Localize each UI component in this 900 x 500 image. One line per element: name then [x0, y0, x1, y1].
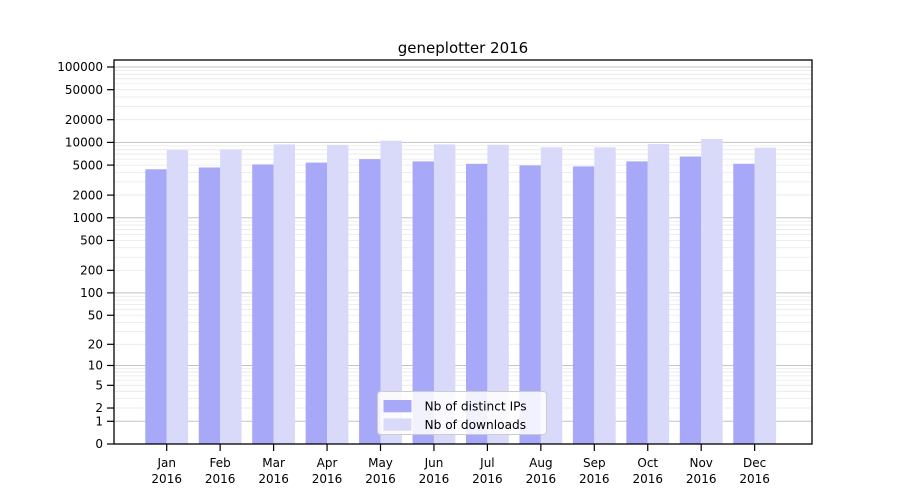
- bar-jun-ips: [412, 161, 434, 444]
- x-tick-label-year: 2016: [365, 472, 396, 486]
- y-tick-label: 5: [95, 379, 103, 393]
- x-tick-label-year: 2016: [419, 472, 450, 486]
- x-tick-label-year: 2016: [312, 472, 343, 486]
- bar-oct-ips: [626, 161, 648, 444]
- legend-swatch-distinct-ips: [383, 400, 412, 413]
- x-axis: Jan 2016 Feb 2016 Mar 2016 Apr 2016 May 2016 Jun 20…: [151, 444, 770, 486]
- bar-aug-ips: [519, 165, 541, 444]
- x-tick-label-year: 2016: [205, 472, 236, 486]
- bar-mar-ips: [252, 164, 274, 444]
- x-tick-label-year: 2016: [526, 472, 557, 486]
- bar-aug-downloads: [540, 147, 563, 444]
- bar-may-downloads: [380, 140, 402, 444]
- bar-feb-downloads: [220, 149, 242, 445]
- legend-box: [377, 391, 547, 435]
- y-axis: 0 12 5 10 20 50 100 200 500 1000 2000 5000 10000 2000…: [57, 60, 114, 451]
- plot-border: [113, 59, 813, 445]
- y-tick-label: 50000: [65, 83, 103, 97]
- x-tick-label-year: 2016: [472, 472, 503, 486]
- x-tick-label-month: Jul: [479, 456, 494, 470]
- legend-swatch-downloads: [383, 418, 412, 431]
- x-tick-label-month: Sep: [583, 456, 606, 470]
- x-tick-label-month: Jun: [424, 456, 444, 470]
- y-tick-label: 2: [95, 401, 103, 415]
- y-tick-label: 200: [80, 264, 103, 278]
- bar-apr-ips: [305, 162, 328, 444]
- legend: Nb of distinct IPs Nb of downloads: [377, 391, 547, 435]
- x-tick-label-month: Aug: [529, 456, 552, 470]
- x-tick-label-month: Oct: [637, 456, 658, 470]
- bar-dec-ips: [733, 163, 755, 444]
- x-tick-label-month: Apr: [317, 456, 338, 470]
- y-tick-label: 500: [80, 234, 103, 248]
- x-tick-label-month: Dec: [743, 456, 766, 470]
- y-tick-label: 1000: [72, 211, 103, 225]
- bar-sep-ips: [572, 166, 595, 444]
- legend-label-downloads: Nb of downloads: [425, 418, 527, 432]
- y-tick-label: 100: [80, 286, 103, 300]
- bar-jan-downloads: [166, 149, 189, 444]
- y-tick-label: 20000: [65, 113, 103, 127]
- y-tick-label: 5000: [72, 158, 103, 172]
- bar-oct-downloads: [647, 144, 670, 445]
- bar-nov-ips: [679, 156, 702, 445]
- x-tick-label-month: May: [368, 456, 393, 470]
- y-tick-label: 2000: [72, 188, 103, 202]
- bar-jul-downloads: [487, 144, 509, 444]
- x-tick-label-year: 2016: [579, 472, 610, 486]
- y-tick-label: 10000: [65, 136, 103, 150]
- legend-label-distinct-ips: Nb of distinct IPs: [425, 399, 527, 413]
- chart-title: geneplotter 2016: [398, 39, 528, 57]
- bar-may-ips: [359, 159, 381, 444]
- bar-jun-downloads: [433, 144, 456, 445]
- y-tick-label: 0: [95, 437, 103, 451]
- x-tick-label-month: Jan: [156, 456, 176, 470]
- x-tick-label-month: Nov: [689, 456, 712, 470]
- bar-feb-ips: [198, 167, 221, 444]
- y-tick-label: 10: [88, 359, 103, 373]
- series-downloads: [166, 138, 777, 445]
- y-tick-label: 20: [88, 338, 103, 352]
- bar-apr-downloads: [327, 144, 349, 444]
- x-tick-label-year: 2016: [739, 472, 770, 486]
- y-tick-label: 1: [95, 415, 103, 429]
- bar-sep-downloads: [594, 147, 616, 444]
- bar-nov-downloads: [701, 138, 723, 445]
- bar-mar-downloads: [273, 144, 295, 445]
- x-tick-label-year: 2016: [258, 472, 289, 486]
- y-tick-label: 100000: [57, 60, 103, 74]
- series-distinct-ips: [145, 156, 755, 445]
- x-tick-label-month: Feb: [210, 456, 231, 470]
- bar-dec-downloads: [754, 147, 777, 444]
- plot-area: 0 12 5 10 20 50 100 200 500 1000 2000 5000 10000 2000…: [57, 59, 813, 486]
- bar-jan-ips: [145, 169, 167, 444]
- x-tick-label-month: Mar: [262, 456, 285, 470]
- x-tick-label-year: 2016: [686, 472, 717, 486]
- x-tick-label-year: 2016: [151, 472, 182, 486]
- y-tick-label: 50: [88, 308, 103, 322]
- x-tick-label-year: 2016: [632, 472, 663, 486]
- bar-jul-ips: [466, 163, 488, 444]
